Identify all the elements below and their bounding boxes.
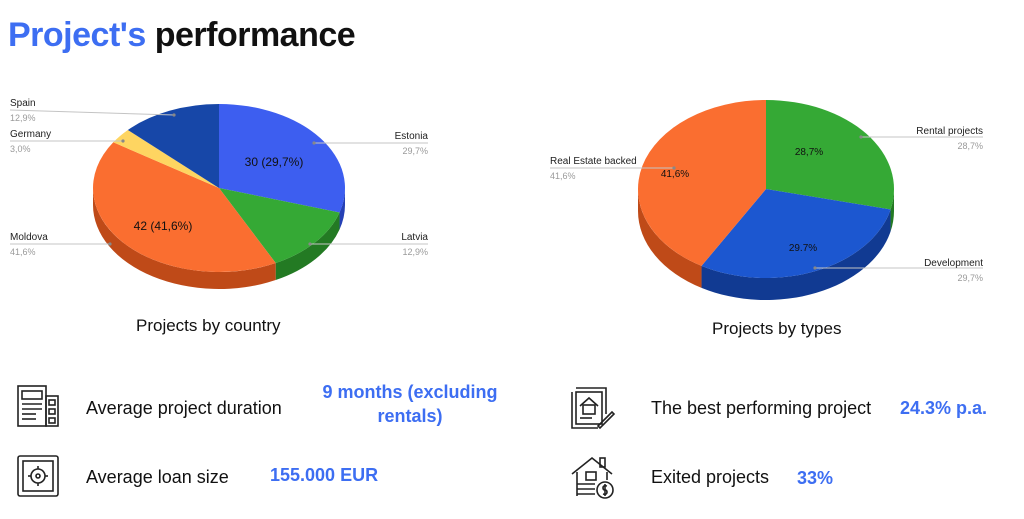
slice-percent-latvia: 12,9%	[402, 247, 428, 257]
slice-label-real-estate-backed: Real Estate backed	[550, 156, 637, 167]
calendar-icon	[17, 385, 59, 427]
pie-side-estonia	[339, 188, 345, 230]
exited-projects-label: Exited projects	[651, 467, 770, 487]
exited-projects-value: 33%	[797, 468, 834, 488]
slice-percent-development: 29,7%	[957, 273, 983, 283]
page-title-rest: performance	[145, 16, 356, 54]
pie-side-rental-projects	[890, 189, 894, 232]
slice-percent-estonia: 29,7%	[402, 146, 428, 156]
pie-chart-country: 30 (29,7%) 42 (41,6%) Estonia 29,7% Latvia 12…	[9, 98, 429, 289]
pie-side-development	[701, 209, 891, 300]
leader-dot-spain	[172, 113, 176, 117]
leader-dot-development	[813, 266, 817, 270]
pie-slice-germany	[113, 130, 219, 188]
pie-slice-real-estate-backed	[637, 100, 766, 266]
house-money-icon	[571, 456, 614, 499]
chart-title-country: Projects by country	[136, 316, 281, 335]
slice-label-rental-projects: Rental projects	[916, 126, 983, 137]
best-project-value: 24.3% p.a.	[900, 398, 988, 418]
best-project-label: The best performing project	[651, 398, 872, 418]
chart-title-types: Projects by types	[712, 319, 842, 338]
pie-chart-types: 28,7% 29.7% 41,6% Rental projects 28,7% Devel…	[550, 100, 983, 300]
slice-percent-germany: 3,0%	[10, 144, 31, 154]
avg-duration-value: 9 months (excluding rentals)	[322, 382, 498, 426]
slice-percent-real-estate-backed: 41,6%	[550, 171, 576, 181]
slice-label-spain: Spain	[10, 98, 36, 109]
page-title: Project's performance	[8, 16, 356, 55]
slice-percent-spain: 12,9%	[10, 113, 36, 123]
data-label-estonia: 30 (29,7%)	[245, 155, 304, 169]
pie-slice-rental-projects	[766, 100, 894, 210]
pie-side-moldova	[93, 188, 276, 289]
pie-slice-development	[701, 189, 891, 278]
document-house-icon	[571, 387, 616, 430]
pie-slice-moldova	[92, 142, 276, 272]
leader-dot-estonia	[312, 141, 316, 145]
leader-line-spain	[9, 109, 175, 116]
pie-slice-estonia	[219, 104, 345, 213]
leader-dot-rental-projects	[859, 135, 863, 139]
avg-duration-label: Average project duration	[86, 398, 282, 418]
slice-label-moldova: Moldova	[10, 232, 48, 243]
slice-percent-moldova: 41,6%	[10, 247, 36, 257]
leader-dot-latvia	[308, 242, 312, 246]
slice-percent-rental-projects: 28,7%	[957, 141, 983, 151]
avg-loan-value: 155.000 EUR	[270, 465, 379, 485]
safe-icon	[17, 455, 59, 497]
pie-side-real-estate-backed	[638, 189, 702, 288]
page-title-accent: Project's	[8, 16, 146, 54]
pie-slice-spain	[127, 104, 219, 188]
leader-dot-moldova	[108, 242, 112, 246]
leader-dot-real-estate-backed	[672, 166, 676, 170]
slice-label-development: Development	[924, 258, 983, 269]
slice-label-latvia: Latvia	[401, 232, 428, 243]
pie-side-latvia	[275, 212, 340, 281]
data-label-development: 29.7%	[789, 243, 817, 254]
avg-loan-label: Average loan size	[86, 467, 229, 487]
slice-label-estonia: Estonia	[395, 131, 429, 142]
slice-label-germany: Germany	[10, 129, 51, 140]
data-label-rental-projects: 28,7%	[795, 147, 823, 158]
data-label-moldova: 42 (41,6%)	[134, 219, 193, 233]
leader-dot-germany	[121, 139, 125, 143]
data-label-real-estate-backed: 41,6%	[661, 169, 689, 180]
